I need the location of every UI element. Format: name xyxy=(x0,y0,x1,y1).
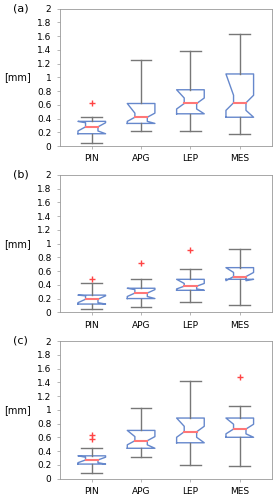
Polygon shape xyxy=(78,295,106,304)
Polygon shape xyxy=(226,74,254,117)
Polygon shape xyxy=(226,418,254,438)
Polygon shape xyxy=(127,430,155,448)
Polygon shape xyxy=(78,122,106,134)
Y-axis label: [mm]: [mm] xyxy=(4,238,31,248)
Polygon shape xyxy=(177,280,204,290)
Text: (c): (c) xyxy=(13,336,28,345)
Y-axis label: [mm]: [mm] xyxy=(4,405,31,415)
Y-axis label: [mm]: [mm] xyxy=(4,72,31,83)
Polygon shape xyxy=(226,268,254,280)
Polygon shape xyxy=(177,418,204,443)
Polygon shape xyxy=(78,456,106,464)
Text: (b): (b) xyxy=(13,170,29,179)
Polygon shape xyxy=(177,90,204,114)
Text: (a): (a) xyxy=(13,3,29,13)
Polygon shape xyxy=(127,104,155,124)
Polygon shape xyxy=(127,288,155,298)
